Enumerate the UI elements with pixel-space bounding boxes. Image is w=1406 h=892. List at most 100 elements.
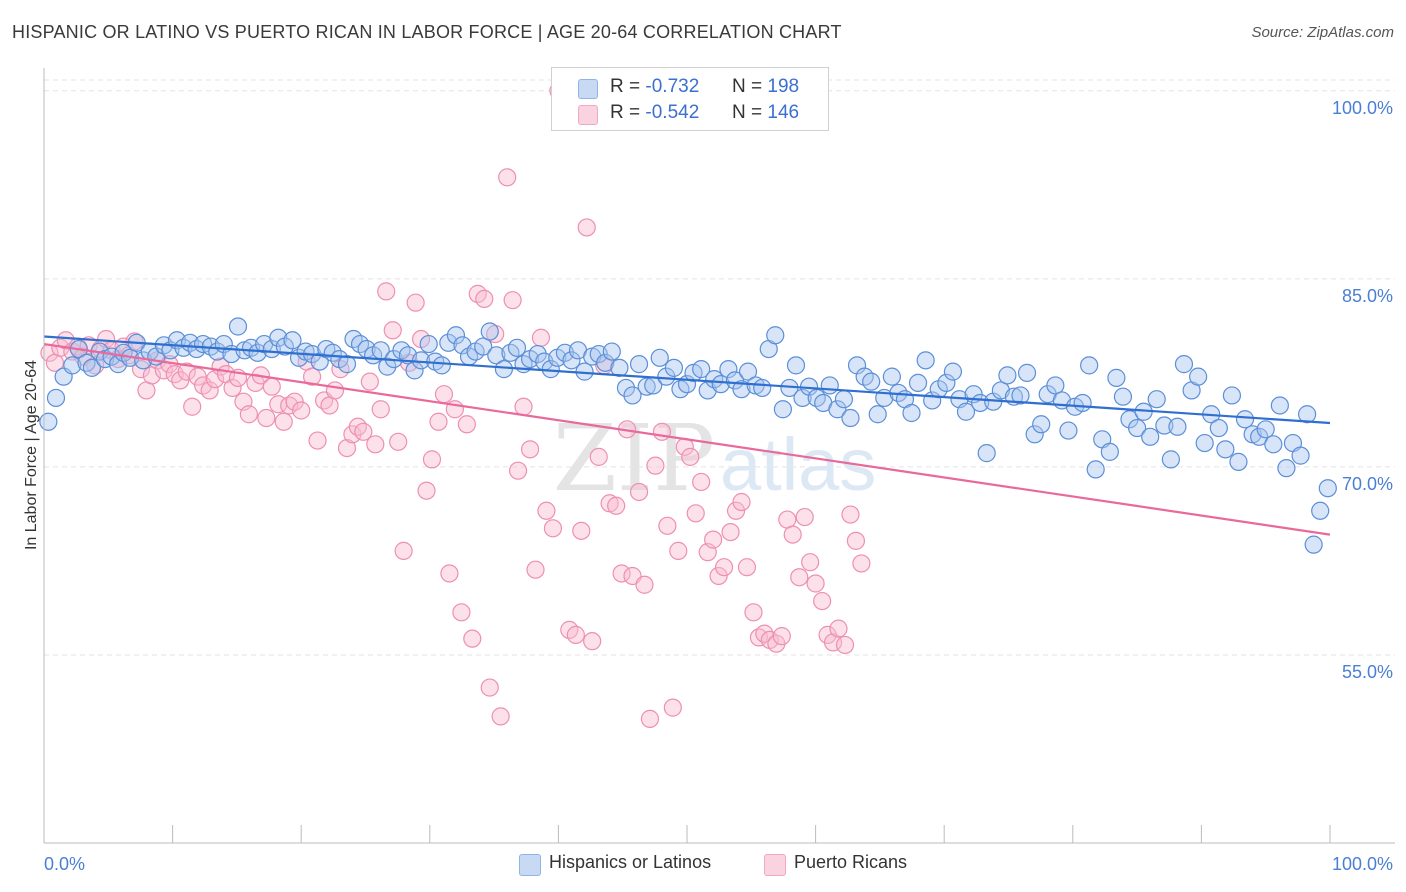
scatter-point [474, 337, 493, 356]
legend-r-value: -0.542 [645, 102, 700, 123]
scatter-point [1311, 501, 1330, 520]
scatter-point [709, 566, 728, 586]
scatter-point [537, 501, 556, 520]
scatter-point [686, 504, 705, 523]
scatter-point [1155, 416, 1174, 435]
scatter-point [704, 530, 723, 549]
scatter-point [721, 522, 740, 542]
scatter-point [766, 326, 785, 345]
scatter-point [1147, 390, 1166, 409]
scatter-point [378, 357, 397, 376]
scatter-point [371, 400, 390, 419]
scatter-point [902, 403, 921, 423]
scatter-point [1011, 386, 1030, 405]
scatter-point [1318, 479, 1337, 498]
scatter-point [480, 678, 499, 697]
scatter-point [283, 331, 302, 350]
scatter-point [801, 553, 820, 572]
scatter-point [480, 322, 499, 341]
scatter-point [1174, 355, 1194, 374]
scatter-point [432, 356, 451, 375]
scatter-point [998, 366, 1017, 385]
legend-n-value: 198 [767, 76, 800, 97]
scatter-point [612, 564, 631, 583]
scatter-point [635, 575, 654, 594]
legend-n-label: N = [732, 102, 763, 123]
scatter-point [1017, 363, 1037, 382]
chart-title: HISPANIC OR LATINO VS PUERTO RICAN IN LA… [12, 22, 842, 42]
scatter-point [790, 568, 809, 587]
scatter-point [508, 461, 528, 480]
scatter-point [663, 698, 682, 717]
scatter-point [528, 344, 547, 364]
scatter-point [417, 481, 436, 500]
bottom-legend-swatch-blue [519, 854, 541, 876]
scatter-point [419, 334, 438, 354]
scatter-point [292, 401, 311, 420]
scatter-point [1080, 356, 1099, 375]
scatter-point [1250, 427, 1269, 446]
scatter-point [439, 333, 458, 352]
scatter-point [1195, 433, 1214, 453]
scatter-point [1270, 396, 1289, 415]
scatter-point [39, 412, 58, 431]
scatter-point [772, 627, 791, 646]
scatter-point [610, 358, 629, 377]
scatter-point [937, 373, 956, 393]
scatter-point [406, 293, 425, 312]
scatter-point [1229, 452, 1248, 471]
scatter-point [852, 554, 871, 573]
scatter-point [562, 351, 581, 370]
scatter-point [394, 541, 413, 560]
scatter-point [583, 632, 602, 651]
scatter-point [813, 591, 832, 611]
scatter-point [366, 435, 385, 454]
puerto-ricans-points [40, 81, 871, 728]
scatter-point [652, 422, 672, 441]
grid-lines: 55.0% 70.0% 85.0% 100.0% [44, 79, 1395, 682]
axes [43, 68, 1395, 844]
scatter-point [943, 362, 963, 381]
scatter-point [389, 432, 408, 451]
scatter-point [337, 438, 357, 458]
scatter-point [228, 317, 248, 336]
scatter-point [658, 516, 677, 535]
scatter-point [616, 378, 636, 398]
legend-n-value: 146 [767, 102, 800, 123]
trendline-puerto-ricans [43, 342, 1331, 536]
scatter-point [829, 619, 848, 638]
legend-r-label: R = [610, 102, 641, 123]
scatter-point [726, 501, 746, 520]
scatter-point [916, 351, 935, 370]
scatter-point [1291, 446, 1310, 465]
scatter-point [1046, 376, 1065, 395]
scatter-point [977, 444, 996, 463]
scatter-point [737, 558, 757, 577]
scatter-point [1189, 367, 1208, 386]
scatter-point [1127, 418, 1147, 438]
scatter-point [77, 353, 96, 372]
scatter-point [841, 408, 860, 428]
scatter-point [514, 397, 533, 416]
scatter-point [475, 289, 494, 309]
scatter-point [820, 376, 839, 395]
scatter-point [354, 422, 373, 441]
scatter-point [434, 385, 454, 404]
bottom-legend-label: Puerto Ricans [794, 852, 908, 872]
scatter-point [1032, 415, 1051, 434]
legend-r-value: -0.732 [645, 76, 700, 97]
scatter-point [1107, 368, 1126, 387]
scatter-point [1304, 535, 1323, 554]
scatter-point [137, 381, 156, 400]
scatter-point [572, 521, 591, 540]
scatter-point [1216, 440, 1235, 459]
scatter-point [834, 390, 854, 409]
scatter-point [46, 388, 66, 408]
scatter-point [681, 447, 700, 466]
scatter-point [640, 709, 660, 728]
scatter-point [841, 505, 860, 524]
scatter-point [629, 482, 649, 502]
scatter-point [494, 360, 514, 379]
scatter-point [1298, 405, 1317, 424]
scatter-point [188, 367, 207, 386]
